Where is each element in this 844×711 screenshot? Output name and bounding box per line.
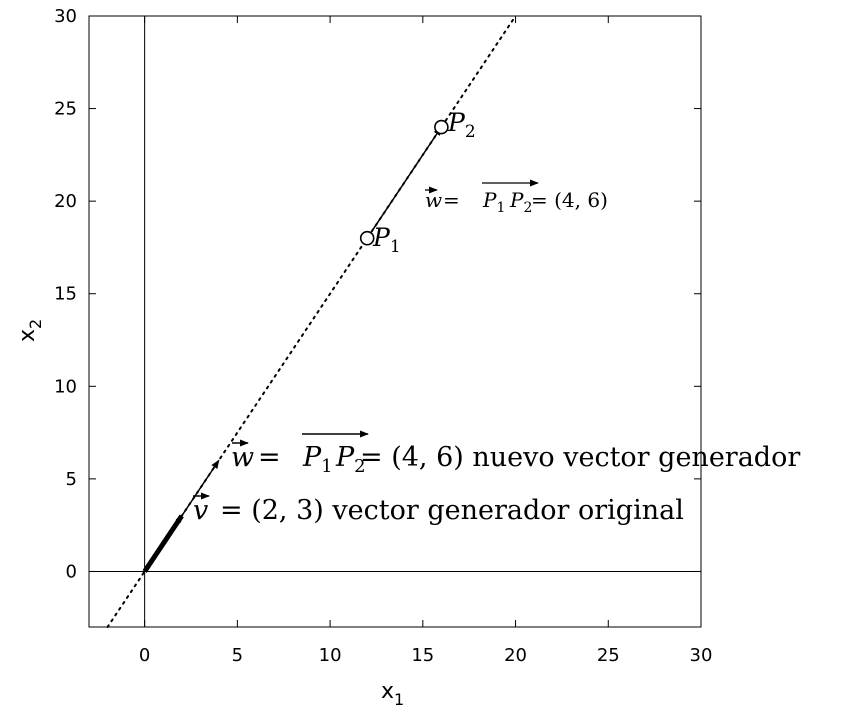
w-small-symbol: w: [425, 188, 442, 212]
y-tick-label-6: 30: [54, 6, 77, 27]
x-tick-label-0: 0: [139, 645, 150, 666]
w-small-value: = (4, 6): [531, 188, 608, 212]
plot-frame: [88, 15, 702, 628]
annotation-v: v = (2, 3) vector generador original: [193, 492, 684, 526]
y-tick-label-2: 10: [54, 376, 77, 397]
x-tick-label-3: 15: [411, 645, 434, 666]
vector-v-arrow: [142, 514, 184, 573]
x-tick-label-2: 10: [319, 645, 342, 666]
w-big-symbol: w: [231, 442, 254, 473]
vector-w-arrow-3: [366, 126, 442, 239]
y-tick-label-4: 20: [54, 191, 77, 212]
y-tick-label-5: 25: [54, 99, 77, 120]
annotation-w-small: w = P1 P2 = (4, 6): [425, 179, 608, 216]
v-value: = (2, 3) vector generador original: [220, 495, 684, 526]
w-small-equals: =: [443, 188, 460, 212]
point-label-p1: P1: [372, 223, 401, 257]
w-big-value: = (4, 6) nuevo vector generador: [360, 442, 800, 473]
point-label-p2: P2: [447, 108, 476, 142]
y-tick-label-1: 5: [66, 469, 77, 490]
w-small-p1: P1: [482, 188, 505, 216]
w-big-p1: P1: [302, 442, 333, 477]
y-axis-label: x2: [15, 319, 45, 342]
annotation-w-big: w = P1 P2 = (4, 6) nuevo vector generado…: [231, 430, 800, 477]
point-marker-p2: [434, 119, 449, 135]
y-tick-label-0: 0: [66, 561, 77, 582]
x-tick-label-4: 20: [504, 645, 527, 666]
w-small-p2: P2: [509, 188, 532, 216]
y-tick-label-3: 15: [54, 284, 77, 305]
w-big-p2: P2: [335, 442, 366, 477]
x-tick-label-1: 5: [232, 645, 243, 666]
point-marker-p1: [359, 230, 375, 246]
x-axis-label: x1: [381, 679, 404, 709]
x-tick-label-6: 30: [690, 645, 713, 666]
vector-w-arrow-2: [181, 459, 220, 517]
x-tick-label-5: 25: [597, 645, 620, 666]
w-big-equals: =: [258, 442, 281, 473]
v-symbol: v: [193, 495, 208, 526]
